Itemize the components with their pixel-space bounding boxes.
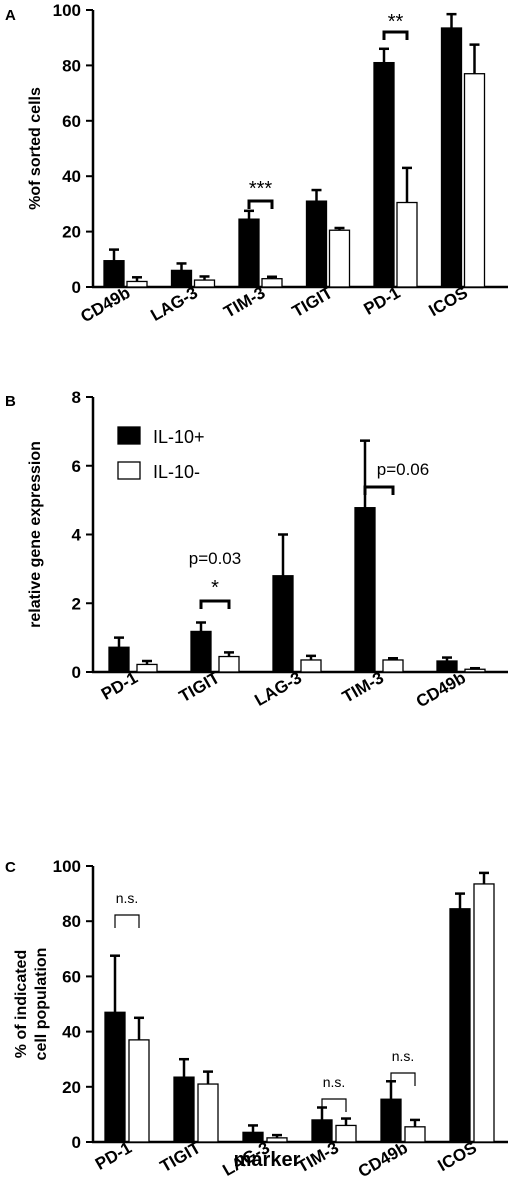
significance-bracket <box>363 485 395 495</box>
y-tick-label: 4 <box>72 526 82 545</box>
bar-pd-1-il10-neg <box>128 1039 150 1143</box>
significance-bracket <box>382 30 409 40</box>
x-tick-label: CD49b <box>413 668 469 711</box>
significance-label: n.s. <box>116 890 139 906</box>
panel-letter-c: C <box>5 859 16 876</box>
bar-lag-3-il10-neg <box>266 1137 288 1143</box>
y-axis-label: relative gene expression <box>27 441 44 628</box>
x-tick-label: ICOS <box>426 283 471 320</box>
bar-pd-1-il10-neg <box>136 663 158 673</box>
bar-tim-3-il10-pos <box>238 218 260 288</box>
y-tick-label: 6 <box>72 457 81 476</box>
bar-cd49b-il10-neg <box>404 1126 426 1143</box>
y-tick-label: 8 <box>72 388 81 407</box>
y-tick-label: 60 <box>62 112 81 131</box>
x-tick-label: TIGIT <box>176 668 224 706</box>
legend-label: IL-10+ <box>153 427 205 447</box>
y-tick-label: 20 <box>62 1078 81 1097</box>
bar-tigit-il10-neg <box>328 229 351 288</box>
bar-tim-3-il10-pos <box>311 1119 333 1143</box>
bar-lag-3-il10-pos <box>242 1131 264 1143</box>
x-tick-label: CD49b <box>355 1138 411 1180</box>
y-tick-label: 0 <box>72 663 81 682</box>
x-tick-label: ICOS <box>435 1138 480 1175</box>
significance-label: n.s. <box>323 1074 346 1090</box>
bar-tim-3-il10-pos <box>354 507 376 673</box>
significance-label: * <box>211 577 219 599</box>
bar-pd-1-il10-neg <box>396 201 418 288</box>
x-tick-label: LAG-3 <box>147 283 201 325</box>
significance-bracket <box>114 914 140 928</box>
x-tick-label: CD49b <box>77 283 133 326</box>
y-tick-label: 0 <box>72 1133 81 1152</box>
bar-tigit-il10-pos <box>305 200 328 288</box>
bar-pd-1-il10-pos <box>108 646 130 673</box>
bar-lag-3-il10-neg <box>300 659 322 673</box>
bar-lag-3-il10-neg <box>193 279 216 288</box>
bar-tigit-il10-neg <box>197 1083 219 1143</box>
y-tick-label: 2 <box>72 594 81 613</box>
y-tick-label: 40 <box>62 167 81 186</box>
bar-lag-3-il10-pos <box>272 575 294 673</box>
significance-label: p=0.06 <box>377 460 429 479</box>
x-tick-label: PD-1 <box>360 283 403 319</box>
y-tick-label: 80 <box>62 56 81 75</box>
y-axis-label: % of indicated <box>13 950 30 1058</box>
bar-tim-3-il10-neg <box>382 659 404 673</box>
significance-label: *** <box>249 178 273 200</box>
significance-bracket <box>247 199 274 209</box>
bar-tim-3-il10-neg <box>261 278 283 288</box>
significance-bracket <box>199 599 231 609</box>
panel-letter-b: B <box>5 393 16 410</box>
bar-pd-1-il10-pos <box>104 1011 126 1143</box>
bar-icos-il10-pos <box>440 27 463 288</box>
bar-tigit-il10-neg <box>218 655 240 673</box>
bar-tigit-il10-pos <box>190 630 212 673</box>
x-tick-label: TIGIT <box>157 1138 205 1176</box>
significance-label: ** <box>388 11 404 33</box>
significance-note: p=0.03 <box>189 549 241 568</box>
bar-cd49b-il10-pos <box>103 260 125 288</box>
significance-bracket <box>390 1072 416 1086</box>
y-tick-label: 60 <box>62 967 81 986</box>
x-tick-label: PD-1 <box>98 668 141 704</box>
bar-cd49b-il10-neg <box>464 668 486 673</box>
figure-x-label: marker <box>234 1149 301 1171</box>
y-tick-label: 0 <box>72 278 81 297</box>
bar-lag-3-il10-pos <box>170 269 193 288</box>
y-tick-label: 100 <box>53 857 81 876</box>
legend-swatch-il10-pos <box>117 426 141 445</box>
bar-cd49b-il10-pos <box>436 660 458 673</box>
panel-letter-a: A <box>5 7 16 24</box>
x-tick-label: TIGIT <box>289 283 337 321</box>
y-axis-label: cell population <box>33 948 50 1061</box>
x-tick-label: TIM-3 <box>221 283 269 322</box>
legend-label: IL-10- <box>153 462 200 482</box>
bar-cd49b-il10-neg <box>126 280 148 288</box>
x-tick-label: TIM-3 <box>294 1138 342 1177</box>
significance-bracket <box>321 1098 347 1112</box>
bar-pd-1-il10-pos <box>373 61 395 288</box>
x-tick-label: LAG-3 <box>251 668 305 710</box>
bar-icos-il10-pos <box>449 908 471 1143</box>
significance-label: n.s. <box>392 1048 415 1064</box>
y-tick-label: 80 <box>62 912 81 931</box>
bar-icos-il10-neg <box>473 883 495 1143</box>
bar-tigit-il10-pos <box>173 1076 195 1143</box>
y-tick-label: 100 <box>53 1 81 20</box>
y-tick-label: 20 <box>62 223 81 242</box>
bar-icos-il10-neg <box>463 73 486 288</box>
bar-cd49b-il10-pos <box>380 1098 402 1143</box>
y-tick-label: 40 <box>62 1023 81 1042</box>
x-tick-label: PD-1 <box>92 1138 135 1174</box>
y-axis-label: %of sorted cells <box>27 87 44 210</box>
bar-tim-3-il10-neg <box>335 1124 357 1143</box>
x-tick-label: TIM-3 <box>339 668 387 707</box>
legend-swatch-il10-neg <box>117 461 141 480</box>
